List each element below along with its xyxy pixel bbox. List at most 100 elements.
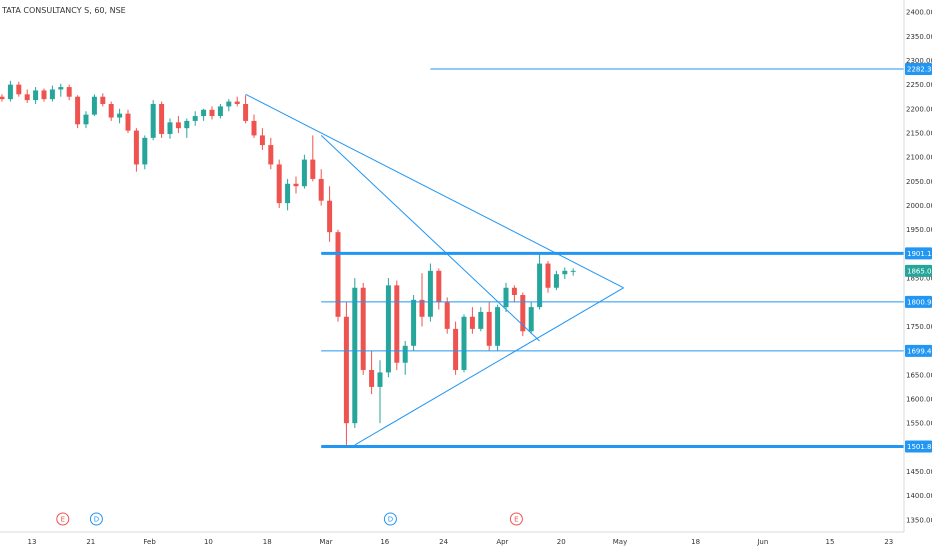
- candle: [301, 154, 307, 189]
- candle-body: [41, 90, 47, 100]
- event-marker-label: E: [514, 516, 518, 524]
- time-tick-label: Apr: [496, 538, 508, 546]
- event-marker-label: E: [61, 516, 65, 524]
- candle: [469, 307, 475, 334]
- candle-body: [184, 120, 190, 129]
- candle-body: [453, 328, 459, 370]
- candle: [562, 267, 568, 280]
- candle: [553, 270, 559, 291]
- price-tick-label: 1650.00: [906, 371, 932, 379]
- candle-body: [217, 106, 223, 117]
- candle-body: [175, 122, 181, 129]
- candle-body: [167, 122, 173, 134]
- price-tick-label: 1350.00: [906, 516, 932, 524]
- time-axis[interactable]: 13 21 Feb 10 18 Mar 16 24 Apr 20 May 18 Jun 15 23: [28, 538, 894, 546]
- candle-body: [520, 295, 526, 332]
- level-price-tag: [905, 247, 932, 260]
- candle-body: [335, 232, 341, 317]
- trend-line[interactable]: [354, 287, 624, 446]
- candle: [142, 135, 148, 170]
- candle-body: [285, 183, 291, 204]
- candle-body: [192, 116, 198, 121]
- time-tick-label: 18: [691, 538, 700, 546]
- candle-body: [293, 183, 299, 187]
- candle: [91, 94, 97, 117]
- candle: [259, 128, 265, 150]
- candle: [33, 87, 39, 104]
- candle: [402, 340, 408, 375]
- candle: [318, 169, 324, 206]
- candle: [7, 80, 13, 102]
- candle: [41, 88, 47, 102]
- candle-body: [394, 285, 400, 363]
- candle-body: [469, 316, 475, 329]
- candle: [234, 96, 240, 107]
- candle-body: [133, 130, 139, 165]
- time-tick-label: 10: [204, 538, 213, 546]
- candle-body: [16, 84, 22, 95]
- candle-body: [100, 96, 106, 104]
- trend-line[interactable]: [245, 93, 624, 289]
- candle-body: [159, 103, 165, 134]
- event-marker-circle: [89, 512, 103, 526]
- candle-body: [318, 178, 324, 201]
- candle: [419, 273, 425, 327]
- time-tick-label: Mar: [319, 538, 332, 546]
- candle: [436, 268, 442, 310]
- candle-body: [142, 137, 148, 165]
- candle-body: [385, 285, 391, 373]
- candle: [444, 297, 450, 334]
- candle-body: [0, 96, 5, 100]
- price-tick-label: 1950.00: [906, 226, 932, 234]
- time-tick-label: 15: [826, 538, 835, 546]
- chart-title: TATA CONSULTANCY S, 60, NSE: [2, 6, 126, 15]
- candle-body: [276, 164, 282, 204]
- candle: [503, 282, 509, 312]
- earnings-event-marker[interactable]: E: [56, 512, 70, 526]
- dividend-event-marker[interactable]: D: [383, 512, 397, 526]
- candle-body: [310, 159, 316, 179]
- level-price-tag-label: 1901.10: [907, 250, 932, 258]
- candle: [150, 100, 156, 141]
- candle-body: [24, 94, 30, 101]
- candle: [167, 118, 173, 139]
- candle: [427, 263, 433, 322]
- candle: [58, 83, 64, 97]
- candle: [201, 108, 207, 121]
- candle-body: [562, 270, 568, 275]
- candle: [343, 302, 349, 445]
- candle: [570, 268, 576, 276]
- candle: [352, 278, 358, 429]
- candle-body: [343, 316, 349, 424]
- candle: [293, 176, 299, 194]
- candle-body: [369, 369, 375, 387]
- candle-body: [570, 270, 576, 272]
- candle-body: [528, 307, 534, 332]
- price-tick-label: 1750.00: [906, 323, 932, 331]
- time-tick-label: 24: [439, 538, 448, 546]
- candles-layer: [0, 80, 576, 445]
- candle: [100, 93, 106, 107]
- candle-body: [327, 200, 333, 233]
- candle-body: [243, 103, 249, 121]
- price-tick-label: 2400.00: [906, 9, 932, 17]
- dividend-event-marker[interactable]: D: [89, 512, 103, 526]
- trend-line[interactable]: [320, 135, 540, 342]
- event-marker-label: D: [388, 516, 393, 524]
- candle: [125, 109, 131, 133]
- candle-body: [268, 145, 274, 165]
- candle: [411, 295, 417, 351]
- earnings-event-marker[interactable]: E: [509, 512, 523, 526]
- drawings-layer[interactable]: [245, 68, 904, 448]
- candle: [159, 101, 165, 138]
- candle: [83, 111, 89, 129]
- time-tick-label: 23: [884, 538, 893, 546]
- candle: [16, 81, 22, 97]
- candle: [461, 314, 467, 373]
- candle-body: [461, 316, 467, 370]
- event-marker-circle: [383, 512, 397, 526]
- price-tick-label: 2100.00: [906, 154, 932, 162]
- candle-body: [402, 345, 408, 363]
